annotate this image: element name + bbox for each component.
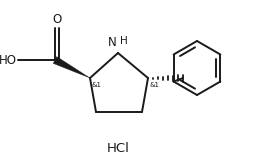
Text: &1: &1 (91, 82, 101, 88)
Polygon shape (53, 57, 90, 78)
Text: O: O (52, 13, 62, 26)
Text: HCl: HCl (107, 141, 129, 155)
Text: N: N (108, 36, 117, 49)
Text: H: H (120, 36, 128, 46)
Text: HO: HO (0, 53, 17, 67)
Text: &1: &1 (149, 82, 159, 88)
